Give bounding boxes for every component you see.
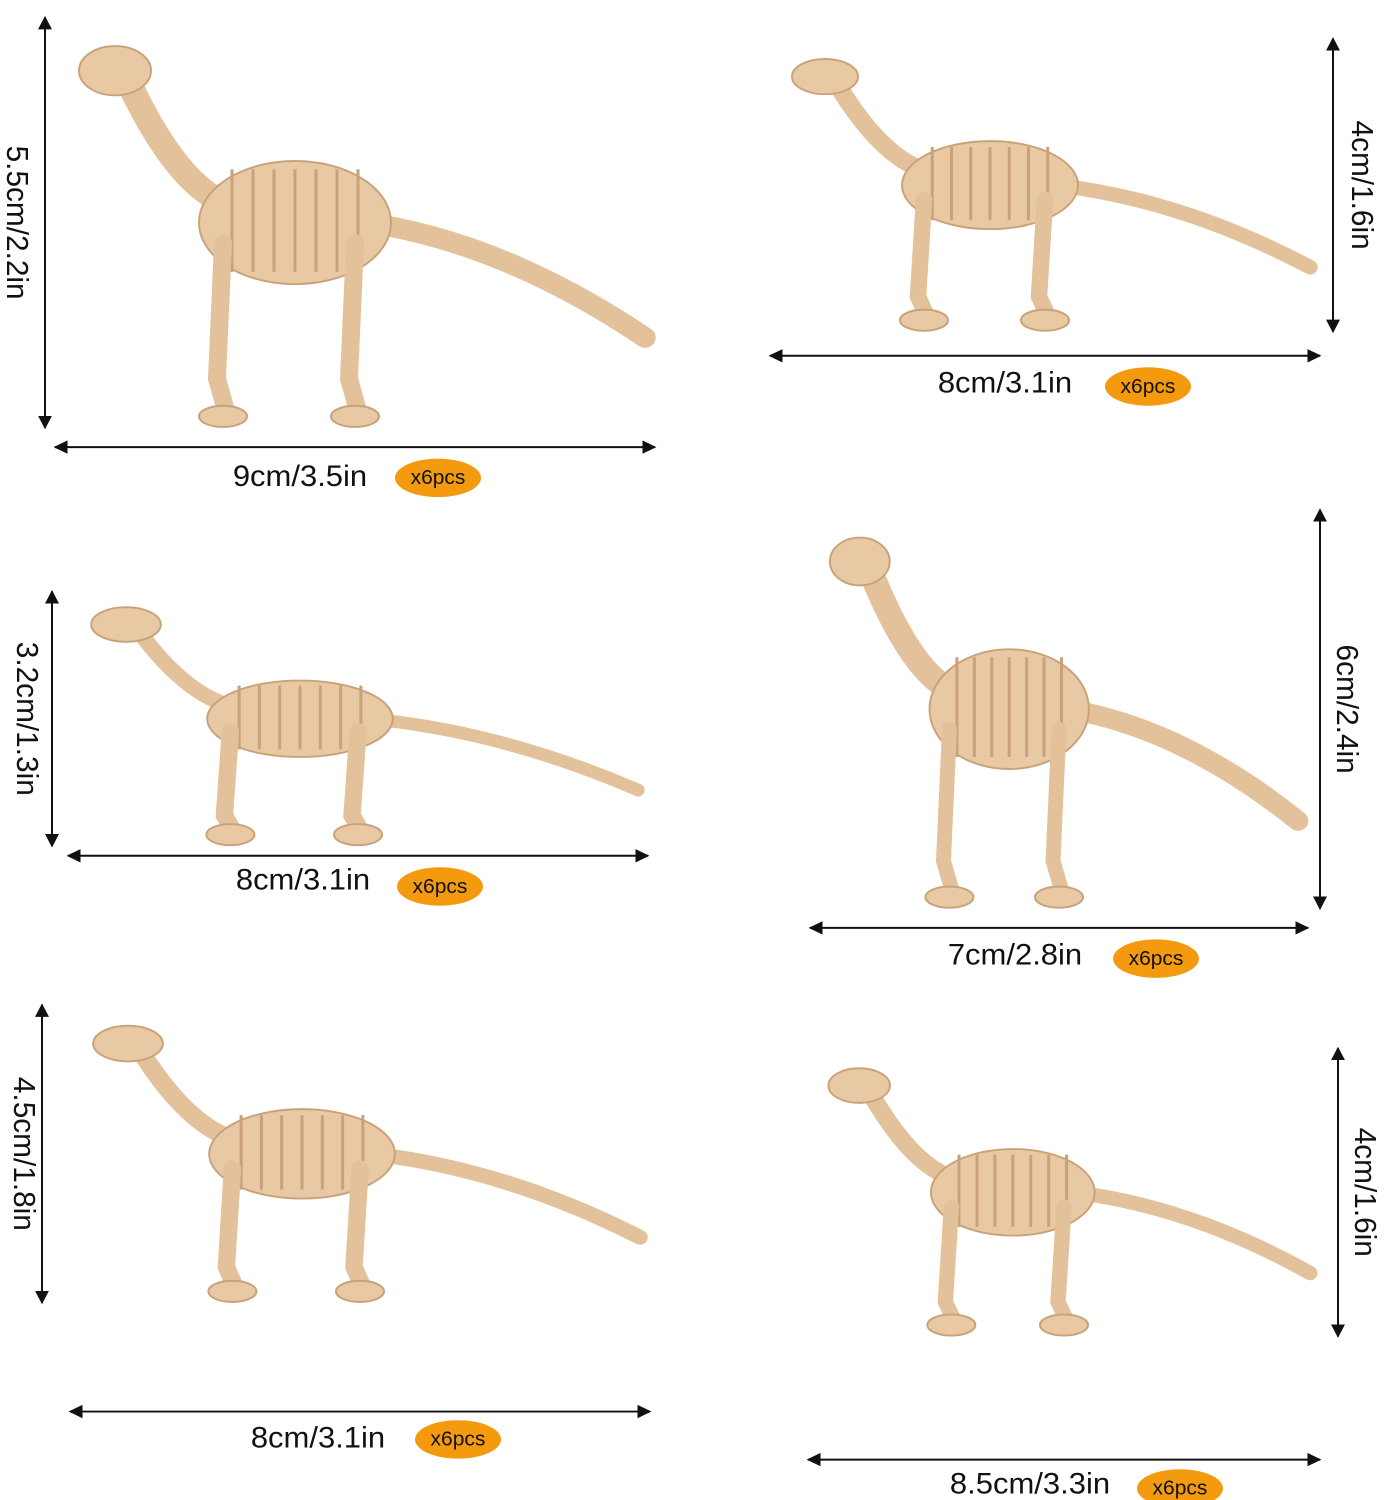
height-label: 4cm/1.6in bbox=[1348, 1128, 1383, 1257]
foot bbox=[207, 1279, 258, 1303]
leg bbox=[909, 191, 937, 327]
skull bbox=[78, 45, 152, 97]
height-label: 5.5cm/2.2in bbox=[0, 146, 34, 300]
foot bbox=[1034, 885, 1084, 909]
quantity-label: x6pcs bbox=[1129, 947, 1184, 970]
neck bbox=[860, 1082, 961, 1187]
height-label: 3.2cm/1.3in bbox=[10, 642, 45, 796]
width-label: 9cm/3.5in bbox=[233, 459, 367, 492]
leg bbox=[935, 721, 961, 903]
width-label: 8.5cm/3.3in bbox=[950, 1467, 1110, 1500]
dinosaur bbox=[78, 45, 656, 428]
tail bbox=[362, 712, 645, 797]
neck bbox=[129, 621, 239, 714]
quantity-badge bbox=[415, 1420, 501, 1459]
foot bbox=[333, 823, 383, 847]
neck bbox=[130, 1040, 242, 1148]
leg bbox=[207, 234, 236, 424]
dinosaur bbox=[791, 58, 1318, 332]
dimension-labels: 5.5cm/2.2in 9cm/3.5in x6pcs 4cm/1.6in 8cm/3.… bbox=[0, 15, 1383, 1500]
dinosaur bbox=[92, 1024, 648, 1303]
dinosaur bbox=[827, 1067, 1318, 1337]
skull bbox=[791, 58, 859, 96]
tail bbox=[1066, 1185, 1318, 1281]
neck bbox=[114, 66, 236, 215]
foot bbox=[205, 823, 256, 847]
neck bbox=[826, 73, 934, 180]
foot bbox=[924, 885, 975, 909]
height-label: 6cm/2.4in bbox=[1330, 645, 1365, 774]
quantity-label: x6pcs bbox=[1153, 1477, 1208, 1500]
foot bbox=[899, 308, 949, 332]
quantity-label: x6pcs bbox=[431, 1428, 486, 1451]
quantity-label: x6pcs bbox=[1121, 375, 1176, 398]
quantity-badge bbox=[1105, 367, 1191, 406]
foot bbox=[926, 1313, 977, 1337]
leg bbox=[1030, 191, 1058, 327]
quantity-badge bbox=[395, 458, 481, 498]
foot bbox=[330, 404, 380, 428]
skull bbox=[828, 536, 891, 587]
tail bbox=[1048, 177, 1318, 275]
dinosaur-figures bbox=[78, 45, 1318, 1337]
quantity-badge bbox=[1113, 939, 1199, 978]
width-label: 8cm/3.1in bbox=[938, 366, 1072, 399]
foot bbox=[198, 404, 248, 428]
leg bbox=[345, 1160, 373, 1298]
foot bbox=[335, 1279, 385, 1303]
tail bbox=[363, 1146, 648, 1245]
leg bbox=[339, 234, 368, 424]
width-label: 8cm/3.1in bbox=[251, 1421, 385, 1454]
tail bbox=[356, 212, 656, 348]
leg bbox=[1050, 1199, 1076, 1331]
skull bbox=[827, 1067, 891, 1104]
dinosaur bbox=[90, 606, 645, 847]
tail bbox=[1058, 699, 1309, 831]
leg bbox=[343, 723, 371, 842]
height-label: 4.5cm/1.8in bbox=[7, 1077, 42, 1231]
width-label: 8cm/3.1in bbox=[236, 863, 370, 896]
leg bbox=[217, 1160, 246, 1298]
leg bbox=[1045, 721, 1071, 903]
foot bbox=[1020, 308, 1070, 332]
leg bbox=[937, 1199, 964, 1331]
height-label: 4cm/1.6in bbox=[1345, 121, 1380, 250]
skull bbox=[90, 606, 162, 643]
quantity-label: x6pcs bbox=[411, 467, 466, 490]
leg bbox=[215, 723, 244, 842]
quantity-badge bbox=[1137, 1469, 1223, 1500]
width-label: 7cm/2.8in bbox=[948, 938, 1082, 971]
foot bbox=[1039, 1313, 1089, 1337]
quantity-badge bbox=[397, 867, 483, 906]
skull bbox=[92, 1024, 164, 1063]
neck bbox=[857, 557, 962, 702]
quantity-label: x6pcs bbox=[413, 875, 468, 898]
dinosaur bbox=[828, 536, 1309, 909]
